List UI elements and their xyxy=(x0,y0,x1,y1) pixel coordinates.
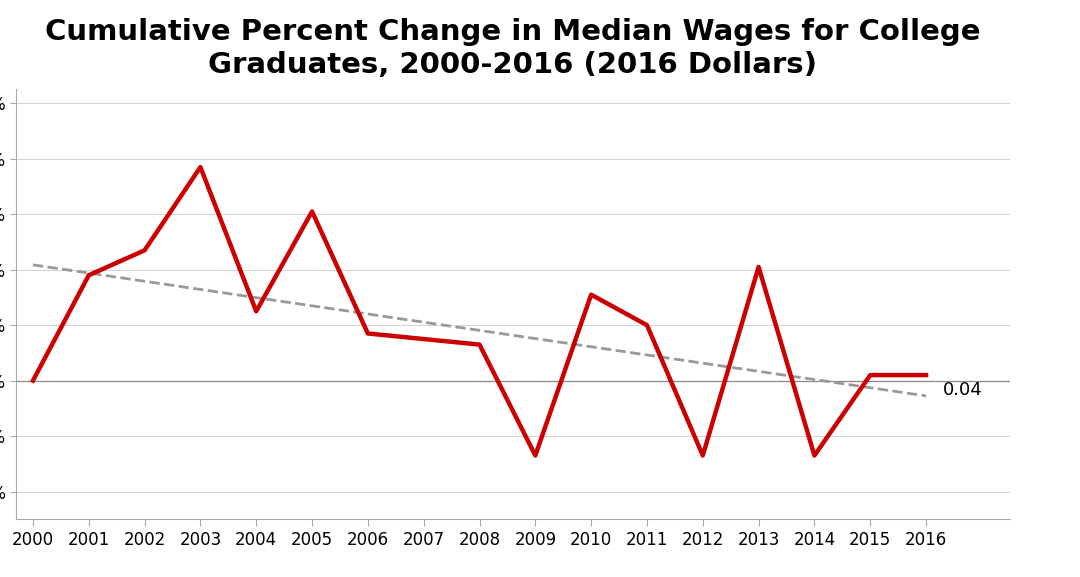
Title: Cumulative Percent Change in Median Wages for College
Graduates, 2000-2016 (2016: Cumulative Percent Change in Median Wage… xyxy=(45,18,981,79)
Text: 0.04: 0.04 xyxy=(943,381,983,399)
